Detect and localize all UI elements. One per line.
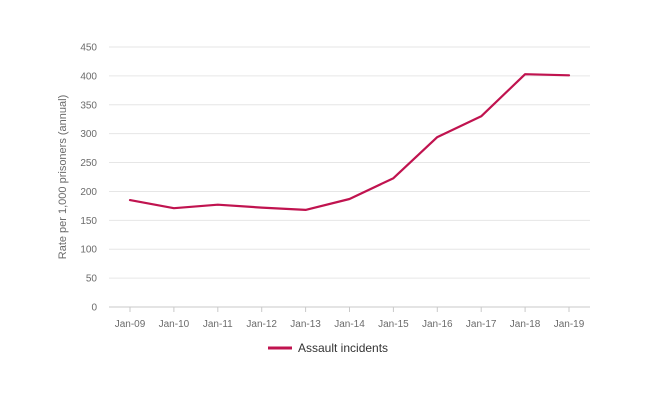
series-line-0 [128, 73, 571, 211]
x-tick-label-Jan-11: Jan-11 [203, 319, 233, 330]
y-tick-label-0: 0 [91, 303, 97, 314]
x-tick-label-Jan-19: Jan-19 [554, 319, 585, 330]
gridlines [109, 46, 590, 279]
x-tick-label-Jan-10: Jan-10 [159, 319, 190, 330]
y-tick-label-150: 150 [80, 216, 97, 227]
x-tick-label-Jan-18: Jan-18 [510, 319, 541, 330]
x-tick-label-Jan-15: Jan-15 [378, 319, 409, 330]
legend[interactable]: Assault incidents [268, 341, 388, 355]
legend-label-assault-incidents: Assault incidents [298, 341, 388, 355]
x-tick-label-Jan-14: Jan-14 [334, 319, 365, 330]
y-tick-label-350: 350 [80, 100, 97, 111]
y-tick-label-100: 100 [80, 245, 97, 256]
y-tick-label-200: 200 [80, 187, 97, 198]
x-tick-label-Jan-13: Jan-13 [290, 319, 321, 330]
y-tick-label-450: 450 [80, 43, 97, 54]
y-axis-title: Rate per 1,000 prisoners (annual) [57, 95, 69, 259]
series-layer [128, 73, 571, 211]
x-tick-label-Jan-17: Jan-17 [466, 319, 497, 330]
x-tick-label-Jan-12: Jan-12 [246, 319, 277, 330]
tick-labels: 0 50 100 150 200 250 300 350 400 450 Jan-09 Jan-10 J… [80, 43, 584, 331]
y-tick-label-300: 300 [80, 129, 97, 140]
x-tick-label-Jan-09: Jan-09 [115, 319, 146, 330]
y-tick-label-400: 400 [80, 71, 97, 82]
x-tick-label-Jan-16: Jan-16 [422, 319, 453, 330]
axes [109, 306, 590, 312]
y-tick-label-250: 250 [80, 158, 97, 169]
y-tick-label-50: 50 [86, 274, 98, 285]
